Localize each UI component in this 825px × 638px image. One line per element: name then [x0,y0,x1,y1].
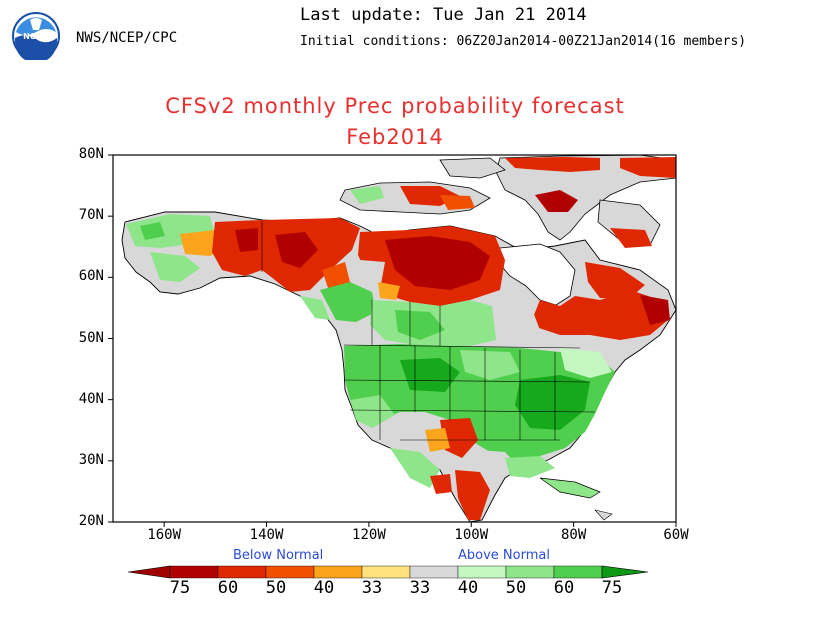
lon-label: 100W [454,527,489,543]
legend-swatch [265,565,315,579]
lat-label: 80N [78,146,104,162]
logo-text: NOAA [23,32,49,41]
borders [261,220,596,441]
lat-label: 40N [78,390,104,407]
legend-value: 33 [409,578,431,598]
map-title: CFSv2 monthly Prec probability forecast [165,94,625,118]
lat-label: 60N [78,268,104,285]
legend-value: 50 [505,578,527,598]
legend-value: 60 [553,578,575,598]
legend-arrow-right [601,565,649,579]
legend-swatch [553,565,603,579]
legend-value: 75 [601,578,623,598]
lat-label: 70N [78,207,104,224]
legend-swatch [457,565,507,579]
lat-label: 30N [78,451,104,468]
legend-value: 40 [313,578,335,598]
legend-below-normal: Below Normal [233,548,324,563]
legend-swatch [169,565,219,579]
legend-value: 40 [457,578,479,598]
legend-swatch [217,565,267,579]
lat-label: 20N [78,513,104,529]
initial-conditions: Initial conditions: 06Z20Jan2014-00Z21Ja… [300,34,747,49]
legend-value: 60 [217,578,239,598]
legend-swatch [361,565,411,579]
lon-label: 80W [560,527,587,543]
lon-label: 160W [147,527,182,543]
noaa-logo: NOAA [12,12,60,60]
lon-label: 60W [663,527,689,543]
legend-value: 33 [361,578,383,598]
map-subtitle: Feb2014 [346,125,444,149]
lon-label: 120W [352,527,386,543]
legend-above-normal: Above Normal [458,548,550,563]
lon-label: 140W [249,527,284,543]
last-update: Last update: Tue Jan 21 2014 [300,5,587,25]
legend-value: 50 [265,578,287,598]
agency-name: NWS/NCEP/CPC [76,30,178,46]
legend-swatch [313,565,363,579]
legend-arrow-left [127,565,171,579]
legend-value: 75 [169,578,191,598]
lat-label: 50N [78,329,104,346]
legend-swatch [505,565,555,579]
legend-swatch [409,565,459,579]
